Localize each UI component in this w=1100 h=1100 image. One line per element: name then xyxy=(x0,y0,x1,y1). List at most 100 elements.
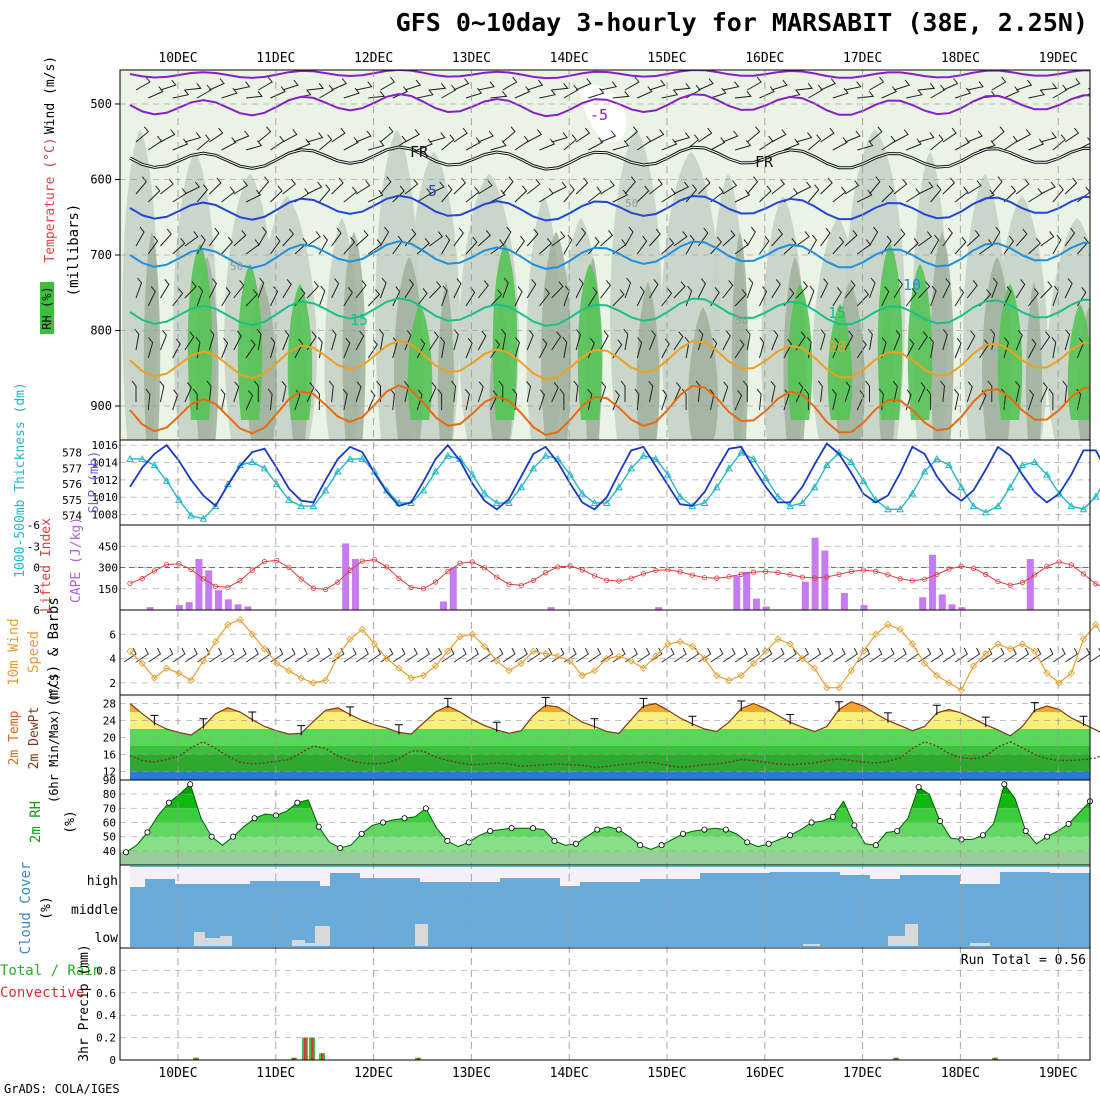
wind-barb xyxy=(966,381,973,403)
wind-barb xyxy=(441,134,455,151)
thickness-point xyxy=(798,498,807,506)
rh-high-region xyxy=(997,284,1023,420)
wind-barb xyxy=(710,137,726,151)
wind-barb xyxy=(770,380,776,403)
wind-barb xyxy=(892,380,898,403)
wind-barb xyxy=(184,382,192,403)
wind-speed-point xyxy=(774,635,782,643)
wind-barb xyxy=(1003,647,1017,663)
wind-barb xyxy=(477,330,487,351)
wind-barb xyxy=(526,129,543,143)
wind-barb xyxy=(844,81,862,91)
temp-axis-label-3: (6hr Min/Max) (°C) xyxy=(47,673,61,803)
thickness-point xyxy=(444,451,452,459)
contour-label: 50 xyxy=(625,197,638,210)
li-point xyxy=(286,564,292,571)
cape-bar xyxy=(547,607,555,610)
wind-barb xyxy=(551,231,566,247)
cloud-level-label: low xyxy=(95,931,119,946)
thickness-point xyxy=(578,489,587,497)
wind-speed-point xyxy=(615,652,623,660)
wind-barb xyxy=(991,176,1003,195)
wind-barb xyxy=(318,285,326,307)
wind-barb xyxy=(563,234,573,255)
wind-barb xyxy=(562,336,568,359)
wind-speed-point xyxy=(431,662,440,670)
wind-barb xyxy=(367,339,378,359)
rh-point xyxy=(251,815,258,822)
thickness-line xyxy=(130,451,1100,520)
thickness-point xyxy=(920,467,929,475)
wind-barb xyxy=(1051,336,1057,359)
date-label-bottom: 16DEC xyxy=(745,1066,784,1081)
wind-barb xyxy=(758,337,765,359)
temp-minmax-bar xyxy=(443,697,452,709)
wind-barb xyxy=(1064,278,1073,299)
wind-barb xyxy=(856,339,867,359)
wind-barb xyxy=(221,236,233,255)
cape-bar xyxy=(811,537,819,610)
date-label-bottom: 15DEC xyxy=(647,1066,686,1081)
wind-barb xyxy=(253,380,259,403)
rh-point xyxy=(829,813,836,820)
rh-band xyxy=(126,794,1090,809)
wind-speed-point xyxy=(493,657,501,665)
cape-bar xyxy=(146,607,154,610)
wind-barb xyxy=(893,178,908,195)
wind-barb xyxy=(856,390,865,411)
wind-barb xyxy=(1089,141,1090,143)
slp-tick-label: 1016 xyxy=(92,439,119,452)
wind-barb xyxy=(771,279,781,299)
thickness-point xyxy=(969,502,978,510)
wind-speed-point xyxy=(652,652,660,660)
isotherm-20 xyxy=(129,339,1090,381)
wind-barb xyxy=(587,388,593,411)
wind-barb xyxy=(918,231,933,247)
cape-bar xyxy=(840,593,848,610)
wind-barb xyxy=(294,389,301,411)
wind-barb xyxy=(636,337,643,359)
wind-barb xyxy=(196,84,212,99)
wind-barb xyxy=(869,277,876,299)
wind-barb xyxy=(257,277,265,299)
wind-barb xyxy=(1015,329,1023,351)
cloud-clear-high xyxy=(175,867,250,884)
rh-point xyxy=(958,836,965,843)
wind-barb xyxy=(551,331,562,351)
rh-point xyxy=(444,837,451,844)
date-label-bottom: 14DEC xyxy=(550,1066,589,1081)
wind-barb xyxy=(221,287,231,307)
wind-barb xyxy=(502,76,518,91)
thickness-point xyxy=(321,486,330,494)
wind-barb xyxy=(1064,227,1076,247)
rh-point xyxy=(787,832,794,839)
wind-barb xyxy=(233,81,251,91)
wind-barb xyxy=(245,289,258,307)
rh-point xyxy=(615,826,622,833)
wind-speed-point xyxy=(969,662,978,670)
li-point xyxy=(543,570,549,576)
wind-barb xyxy=(698,78,714,91)
wind-barb xyxy=(147,337,154,359)
wind-tick-label: 4 xyxy=(109,653,116,666)
precip-convective-bar xyxy=(994,1057,997,1060)
wind-barb xyxy=(942,78,959,91)
thickness-point xyxy=(297,502,305,510)
wind-barb xyxy=(940,380,946,403)
rh-point xyxy=(658,842,665,849)
wind-barb xyxy=(844,647,858,663)
wind-barb xyxy=(1089,647,1100,663)
wind-barb xyxy=(1028,89,1045,99)
wind-barb xyxy=(648,329,656,351)
wind-barb xyxy=(1089,296,1090,299)
wind-barb xyxy=(380,226,390,247)
temp-minmax-bar xyxy=(932,704,941,715)
wind-barb xyxy=(575,227,587,247)
rh-base xyxy=(120,852,1090,865)
precip-tick-label: 0.4 xyxy=(96,1009,116,1022)
li-point xyxy=(384,564,390,570)
wind-barb xyxy=(796,132,813,143)
li-axis-label: Lifted Index xyxy=(39,518,54,612)
wind-speed-point xyxy=(908,640,917,648)
wind-barb xyxy=(1015,178,1030,195)
